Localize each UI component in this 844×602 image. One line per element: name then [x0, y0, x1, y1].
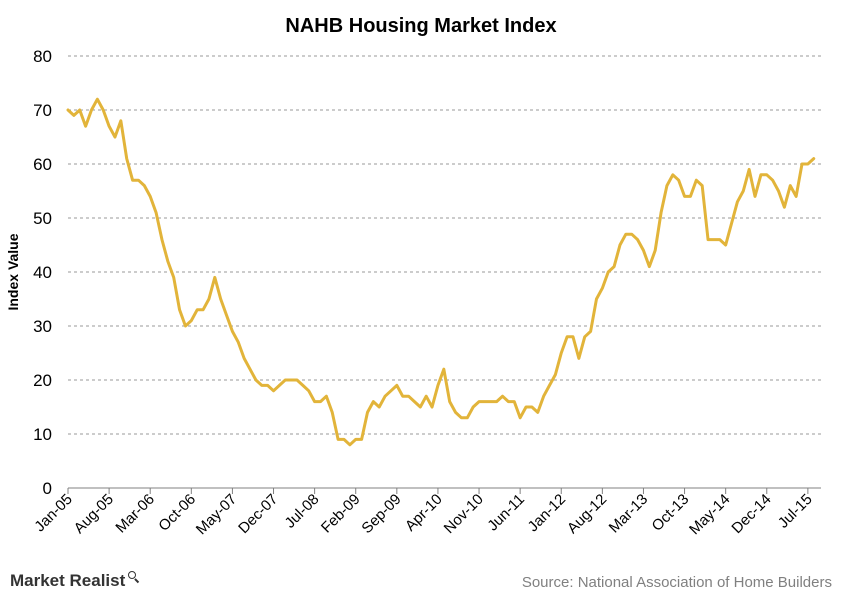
y-tick-label: 70: [33, 101, 52, 120]
x-axis: [67, 487, 821, 494]
x-tick-label: Mar-13: [606, 491, 652, 537]
x-tick-label: May-07: [193, 491, 240, 538]
x-tick-label: Jul-08: [282, 491, 323, 532]
y-tick-label: 30: [33, 317, 52, 336]
x-tick-label: Jun-11: [484, 491, 528, 535]
y-tick-label: 60: [33, 155, 52, 174]
x-tick-label: Nov-10: [441, 491, 487, 537]
magnifier-icon: [128, 571, 140, 584]
y-tick-label: 50: [33, 209, 52, 228]
y-axis-label: Index Value: [5, 233, 21, 310]
line-chart: NAHB Housing Market Index Index Value 0 1…: [5, 15, 821, 538]
x-tick-label: Apr-10: [402, 491, 446, 535]
series-line: [66, 97, 816, 447]
source-note: Source: National Association of Home Bui…: [521, 574, 832, 591]
x-tick-label: Oct-13: [649, 491, 693, 535]
brand-logo: Market Realist: [10, 571, 140, 591]
x-tick-label: May-14: [686, 491, 733, 538]
x-tick-label: Mar-06: [112, 491, 158, 537]
x-tick-label: Sep-09: [358, 491, 404, 537]
x-tick-label: Feb-09: [318, 491, 364, 537]
x-tick-label: Dec-07: [235, 491, 281, 537]
y-tick-label: 40: [33, 263, 52, 282]
y-tick-label: 20: [33, 371, 52, 390]
y-tick-label: 10: [33, 425, 52, 444]
x-tick-label: Oct-06: [155, 491, 199, 535]
y-tick-label: 80: [33, 47, 52, 66]
brand-name: Market Realist: [10, 571, 126, 590]
x-tick-label: Dec-14: [728, 491, 774, 537]
x-tick-label: Aug-05: [71, 491, 117, 537]
x-tick-label: Jan-05: [31, 491, 75, 535]
x-tick-label: Jan-12: [525, 491, 569, 535]
y-tick-label: 0: [43, 479, 52, 498]
x-tick-label: Jul-15: [775, 491, 816, 532]
y-axis-ticks: 0 10 20 30 40 50 60 70 80: [33, 47, 52, 498]
chart-title: NAHB Housing Market Index: [285, 15, 556, 37]
series-layer: [66, 97, 816, 447]
x-tick-label: Aug-12: [564, 491, 610, 537]
